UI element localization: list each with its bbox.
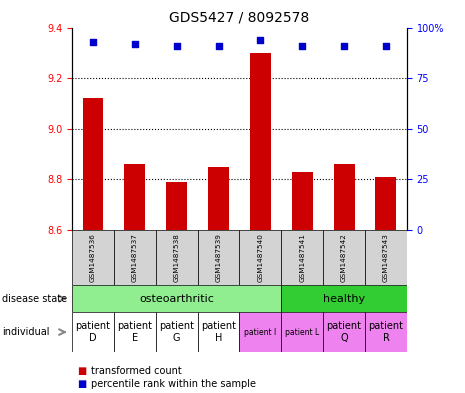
Text: patient
Q: patient Q [326, 321, 362, 343]
Bar [82, 98, 103, 230]
FancyBboxPatch shape [72, 285, 281, 312]
Text: GSM1487542: GSM1487542 [341, 233, 347, 282]
FancyBboxPatch shape [365, 230, 407, 285]
Title: GDS5427 / 8092578: GDS5427 / 8092578 [169, 11, 310, 25]
Text: patient
R: patient R [368, 321, 404, 343]
Bar [333, 164, 354, 230]
Bar [208, 167, 229, 230]
Bar [376, 177, 396, 230]
FancyBboxPatch shape [281, 312, 323, 352]
FancyBboxPatch shape [239, 312, 281, 352]
Text: patient
H: patient H [201, 321, 236, 343]
FancyBboxPatch shape [72, 312, 114, 352]
FancyBboxPatch shape [114, 230, 156, 285]
Bar [166, 182, 187, 230]
Bar [292, 172, 312, 230]
FancyBboxPatch shape [198, 230, 239, 285]
Text: GSM1487538: GSM1487538 [174, 233, 179, 282]
Point [131, 40, 139, 47]
FancyBboxPatch shape [114, 312, 156, 352]
FancyBboxPatch shape [72, 230, 114, 285]
Point [173, 42, 180, 49]
Bar [250, 53, 271, 230]
Text: ■: ■ [77, 366, 86, 376]
FancyBboxPatch shape [281, 285, 407, 312]
Point [299, 42, 306, 49]
Point [340, 42, 348, 49]
Text: GSM1487541: GSM1487541 [299, 233, 305, 282]
Text: GSM1487540: GSM1487540 [258, 233, 263, 282]
Bar [124, 164, 145, 230]
FancyBboxPatch shape [156, 312, 198, 352]
Text: patient I: patient I [244, 328, 277, 336]
Point [257, 37, 264, 43]
Text: ■: ■ [77, 379, 86, 389]
FancyBboxPatch shape [198, 312, 239, 352]
Text: GSM1487537: GSM1487537 [132, 233, 138, 282]
Point [215, 42, 222, 49]
FancyBboxPatch shape [365, 312, 407, 352]
FancyBboxPatch shape [281, 230, 323, 285]
Text: percentile rank within the sample: percentile rank within the sample [91, 379, 256, 389]
Text: patient
E: patient E [117, 321, 153, 343]
Text: individual: individual [2, 327, 50, 337]
Text: patient
G: patient G [159, 321, 194, 343]
FancyBboxPatch shape [323, 312, 365, 352]
Text: patient
D: patient D [75, 321, 111, 343]
FancyBboxPatch shape [239, 230, 281, 285]
Text: GSM1487539: GSM1487539 [216, 233, 221, 282]
Text: transformed count: transformed count [91, 366, 181, 376]
Text: patient L: patient L [285, 328, 319, 336]
Text: osteoarthritic: osteoarthritic [139, 294, 214, 304]
Point [89, 39, 97, 45]
FancyBboxPatch shape [323, 230, 365, 285]
Text: GSM1487536: GSM1487536 [90, 233, 96, 282]
FancyBboxPatch shape [156, 230, 198, 285]
Point [382, 42, 390, 49]
Text: disease state: disease state [2, 294, 67, 304]
Text: healthy: healthy [323, 294, 365, 304]
Text: GSM1487543: GSM1487543 [383, 233, 389, 282]
